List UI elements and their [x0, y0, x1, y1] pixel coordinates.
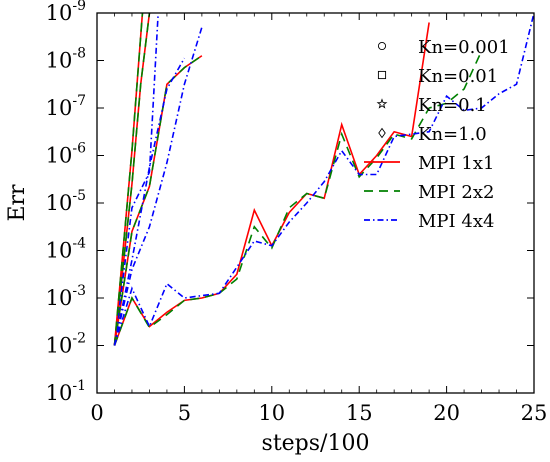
x-tick-label: 20 — [433, 401, 460, 425]
legend-item-mpi-2x2: MPI 2x2 — [364, 182, 494, 203]
y-axis: 10-1 10-2 10-3 10-4 10-5 10-6 10-7 10-8 10-9 — [46, 0, 534, 405]
legend-item-mpi-1x1: MPI 1x1 — [364, 153, 494, 174]
x-tick-label: 10 — [258, 401, 285, 425]
series-line-kn-0-1-mpi-4x4 — [113, 13, 159, 346]
x-tick-label: 5 — [178, 401, 191, 425]
y-tick-label: 10-6 — [46, 141, 86, 168]
legend-item-mpi-4x4: MPI 4x4 — [364, 211, 494, 232]
x-axis-label: steps/100 — [262, 431, 370, 456]
legend-marker-circle — [377, 41, 387, 51]
x-axis: 0 5 10 15 20 25 — [90, 13, 547, 425]
x-tick-label: 15 — [346, 401, 373, 425]
legend-item-kn-0-01: Kn=0.01 — [377, 66, 498, 87]
series-line-kn-0-001-mpi-2x2 — [113, 50, 483, 346]
y-tick-label: 10-7 — [46, 93, 86, 120]
series-line-kn-0-01-mpi-4x4 — [113, 27, 203, 346]
y-axis-label: Err — [5, 184, 30, 222]
y-tick-label: 10-1 — [46, 378, 86, 405]
x-tick-label: 25 — [521, 401, 548, 425]
legend-item-kn-0-1: Kn=0.1 — [376, 95, 487, 116]
legend-label: MPI 4x4 — [418, 211, 494, 232]
y-tick-label: 10-3 — [46, 283, 86, 310]
legend-item-kn-0-001: Kn=0.001 — [377, 37, 510, 58]
y-tick-label: 10-2 — [46, 331, 86, 358]
legend-item-kn-1-0: Kn=1.0 — [378, 124, 487, 145]
y-tick-label: 10-4 — [46, 236, 86, 263]
legend-label: MPI 1x1 — [418, 153, 494, 174]
y-tick-label: 10-8 — [46, 46, 86, 73]
series-line-kn-0-001-mpi-1x1 — [113, 22, 430, 346]
series-line-kn-0-001-mpi-4x4 — [113, 13, 534, 346]
legend-label: Kn=0.1 — [418, 95, 487, 116]
series-line-kn-1-0-mpi-4x4 — [113, 57, 186, 346]
legend: Kn=0.001 Kn=0.01 Kn=0.1 Kn=1.0 MPI 1x1 MPI 2x… — [364, 37, 510, 232]
y-tick-label: 10-5 — [46, 188, 86, 215]
legend-marker-star — [376, 98, 388, 109]
legend-label: Kn=1.0 — [418, 124, 487, 145]
legend-label: Kn=0.001 — [418, 37, 510, 58]
legend-marker-diamond — [378, 127, 386, 139]
series-line-kn-0-1-mpi-2x2 — [113, 13, 151, 346]
x-tick-label: 0 — [90, 401, 103, 425]
series-line-kn-0-01-mpi-2x2 — [113, 55, 203, 346]
legend-marker-square — [377, 70, 387, 80]
legend-label: Kn=0.01 — [418, 66, 498, 87]
y-tick-label: 10-9 — [46, 0, 86, 25]
series-line-kn-1-0-mpi-2x2 — [113, 13, 144, 346]
series-layer — [113, 13, 534, 346]
legend-label: MPI 2x2 — [418, 182, 494, 203]
